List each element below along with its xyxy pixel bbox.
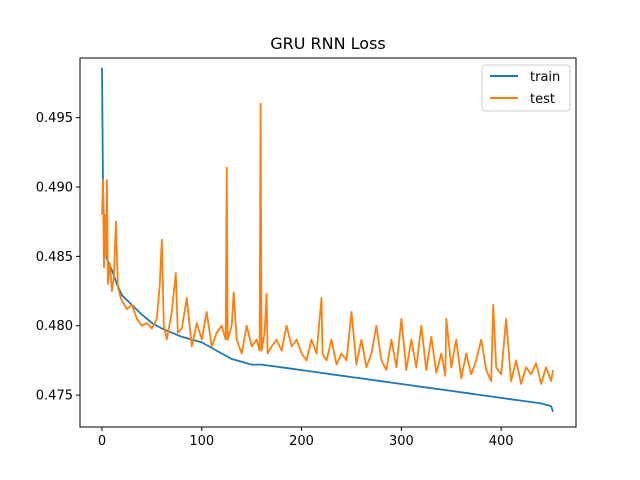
- y-tick-label: 0.480: [36, 319, 73, 334]
- x-axis: 0 100 200 300 400: [98, 427, 514, 449]
- y-tick-label: 0.490: [36, 181, 73, 196]
- y-tick-label: 0.475: [36, 389, 73, 404]
- plot-area: [101, 67, 554, 412]
- x-tick-label: 200: [289, 434, 314, 449]
- y-tick-label: 0.485: [36, 250, 73, 265]
- chart-title: GRU RNN Loss: [270, 34, 386, 53]
- x-tick-label: 100: [189, 434, 214, 449]
- x-tick-label: 0: [98, 434, 106, 449]
- axes-frame: [79, 57, 577, 428]
- y-tick-label: 0.495: [36, 111, 73, 126]
- legend-test-label: test: [530, 92, 555, 107]
- x-tick-label: 300: [389, 434, 414, 449]
- legend-train-label: train: [530, 70, 560, 85]
- x-tick-label: 400: [489, 434, 514, 449]
- series-line-train: [101, 67, 554, 412]
- series-line-test: [101, 102, 554, 385]
- y-axis: 0.475 0.480 0.485 0.490 0.495: [36, 111, 80, 404]
- legend: train test: [481, 64, 571, 112]
